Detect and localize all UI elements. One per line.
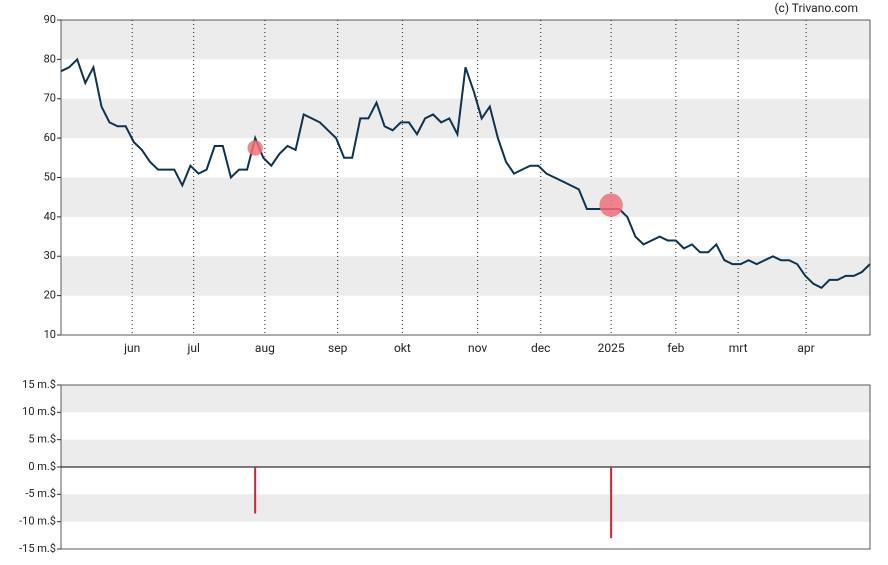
- y-tick-label: 20: [44, 289, 56, 302]
- x-tick-label: apr: [797, 341, 814, 355]
- y-tick-label: 40: [44, 210, 56, 223]
- credit: (c) Trivano.com: [774, 1, 858, 15]
- x-tick-label: jun: [123, 341, 140, 355]
- x-tick-label: feb: [667, 341, 684, 355]
- x-tick-label: okt: [394, 341, 411, 355]
- grid-band: [61, 20, 870, 60]
- y-tick-label: 80: [44, 52, 56, 65]
- y-tick-label: 0 m.$: [28, 460, 56, 473]
- y-tick-label: -5 m.$: [25, 487, 56, 500]
- grid-band: [61, 494, 870, 522]
- plot-frame: [60, 19, 871, 336]
- grid-band: [61, 385, 870, 413]
- grid-band: [61, 177, 870, 217]
- y-tick-label: 15 m.$: [22, 378, 56, 391]
- x-tick-label: jul: [186, 341, 199, 355]
- x-tick-label: dec: [531, 341, 550, 355]
- y-tick-label: 10: [44, 328, 56, 341]
- x-tick-label: mrt: [729, 341, 748, 355]
- y-tick-label: 30: [44, 249, 56, 262]
- trade-marker: [247, 140, 263, 156]
- y-tick-label: 90: [44, 13, 56, 26]
- grid-band: [61, 98, 870, 139]
- price-line: [60, 57, 871, 290]
- x-tick-label: 2025: [598, 341, 625, 355]
- y-tick-label: -10 m.$: [19, 515, 56, 528]
- y-tick-label: 60: [44, 131, 56, 144]
- x-tick-label: nov: [468, 341, 487, 355]
- y-tick-label: 50: [44, 170, 56, 183]
- y-tick-label: -15 m.$: [19, 542, 56, 555]
- y-tick-label: 5 m.$: [28, 433, 56, 446]
- grid-band: [61, 256, 870, 296]
- grid-band: [61, 439, 870, 467]
- y-tick-label: 10 m.$: [22, 405, 56, 418]
- x-tick-label: aug: [255, 341, 275, 355]
- x-tick-label: sep: [328, 341, 348, 355]
- y-tick-label: 70: [44, 92, 56, 105]
- trade-marker: [599, 193, 623, 217]
